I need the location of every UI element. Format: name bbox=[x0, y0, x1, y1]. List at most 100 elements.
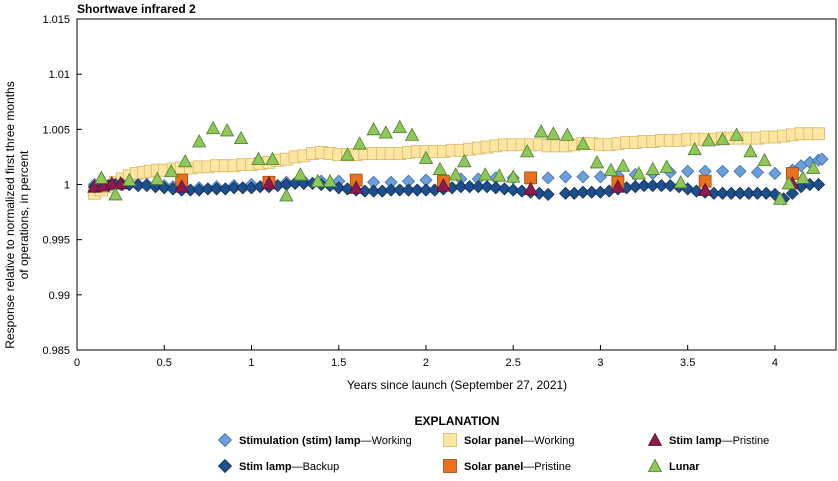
data-point bbox=[701, 133, 716, 147]
legend-marker bbox=[443, 459, 457, 473]
legend-label-rest: —Working bbox=[361, 435, 412, 447]
data-point bbox=[646, 179, 660, 193]
legend-marker bbox=[647, 458, 663, 472]
data-point bbox=[729, 127, 744, 141]
data-point bbox=[560, 127, 575, 141]
data-point bbox=[471, 180, 485, 194]
x-tick-label: 0.5 bbox=[157, 357, 172, 369]
legend-label-rest: —Pristine bbox=[722, 435, 770, 447]
y-axis-label-line-1: Response relative to normalized first th… bbox=[3, 81, 17, 348]
data-point bbox=[410, 183, 424, 197]
legend-label: Stim lamp—Backup bbox=[239, 461, 339, 473]
data-point bbox=[419, 183, 433, 197]
axes: 0 0.5 1 1.5 2 2.5 3 3.5 4 0.985 0.99 0.995 1 1.005 1.0… bbox=[42, 14, 778, 369]
data-point bbox=[236, 181, 250, 195]
data-point bbox=[615, 158, 631, 172]
legend-marker bbox=[217, 432, 233, 448]
data-point bbox=[785, 186, 799, 200]
data-point bbox=[654, 179, 669, 193]
data-point bbox=[759, 186, 773, 200]
legend-marker bbox=[443, 433, 457, 447]
data-point bbox=[750, 186, 765, 200]
data-point bbox=[378, 125, 394, 139]
data-point bbox=[448, 167, 463, 181]
data-point bbox=[178, 153, 193, 168]
data-point bbox=[781, 176, 797, 190]
data-point bbox=[401, 183, 416, 197]
legend-label: Solar panel—Pristine bbox=[464, 461, 571, 473]
data-point bbox=[576, 170, 590, 184]
data-point bbox=[322, 173, 338, 188]
legend-label-rest: —Working bbox=[523, 435, 574, 447]
y-tick-label: 1.005 bbox=[42, 124, 70, 136]
data-point bbox=[404, 127, 420, 141]
data-point bbox=[506, 183, 520, 197]
y-tick-label: 1.01 bbox=[49, 69, 70, 81]
data-point bbox=[663, 179, 677, 193]
legend-item: Stim lamp—Backup bbox=[217, 458, 339, 474]
data-point bbox=[366, 121, 381, 136]
data-point bbox=[384, 183, 398, 197]
data-point bbox=[432, 161, 448, 175]
data-point bbox=[210, 182, 224, 196]
data-point bbox=[454, 180, 468, 194]
legend-label-bold: Lunar bbox=[669, 461, 700, 473]
data-point bbox=[265, 151, 280, 166]
chart-title: Shortwave infrared 2 bbox=[77, 2, 196, 16]
data-point bbox=[603, 162, 619, 177]
x-tick-label: 1 bbox=[248, 357, 254, 369]
x-tick-label: 0 bbox=[74, 357, 80, 369]
legend-label: Stimulation (stim) lamp—Working bbox=[239, 435, 412, 447]
legend-label: Stim lamp—Pristine bbox=[669, 435, 769, 447]
data-point bbox=[506, 169, 521, 183]
data-point bbox=[743, 144, 758, 158]
data-point bbox=[393, 183, 407, 197]
data-point bbox=[637, 179, 651, 193]
y-axis-label-line-2: of operations, in percent bbox=[17, 150, 31, 279]
x-axis-label: Years since launch (September 27, 2021) bbox=[347, 378, 567, 392]
legend-label: Solar panel—Working bbox=[464, 435, 574, 447]
y-tick-label: 1 bbox=[64, 180, 70, 192]
legend-label-bold: Solar panel bbox=[464, 461, 523, 473]
data-point bbox=[104, 176, 120, 190]
data-point bbox=[772, 191, 788, 205]
data-point bbox=[707, 186, 721, 200]
data-point bbox=[492, 168, 507, 182]
legend-label-bold: Stim lamp bbox=[669, 435, 722, 447]
data-point bbox=[576, 185, 590, 199]
data-point bbox=[457, 153, 472, 168]
data-point bbox=[310, 173, 325, 188]
data-point bbox=[340, 147, 355, 161]
x-tick-label: 4 bbox=[772, 357, 778, 369]
legend-title: EXPLANATION bbox=[414, 414, 499, 428]
data-point bbox=[716, 186, 730, 200]
data-point bbox=[233, 130, 249, 145]
data-point bbox=[201, 182, 215, 196]
data-point bbox=[279, 188, 294, 202]
legend-label-bold: Stimulation (stim) lamp bbox=[239, 435, 361, 447]
data-point bbox=[489, 181, 503, 195]
legend-label: Lunar bbox=[669, 461, 700, 473]
legend-item: Stim lamp—Pristine bbox=[647, 432, 769, 447]
data-point bbox=[673, 174, 688, 189]
legend-marker bbox=[647, 432, 663, 446]
x-tick-label: 2 bbox=[423, 357, 429, 369]
data-point bbox=[589, 155, 605, 169]
data-point bbox=[724, 186, 738, 200]
legend-item: Lunar bbox=[647, 458, 700, 473]
data-point bbox=[659, 159, 674, 173]
data-point bbox=[392, 119, 407, 134]
data-point bbox=[645, 161, 660, 175]
data-point bbox=[806, 160, 821, 174]
data-point bbox=[558, 170, 573, 184]
data-point bbox=[174, 179, 189, 193]
data-point bbox=[795, 170, 811, 184]
data-point bbox=[585, 185, 599, 199]
data-point bbox=[352, 136, 367, 150]
legend-item: Solar panel—Working bbox=[443, 433, 574, 447]
data-point bbox=[164, 163, 179, 178]
data-point bbox=[358, 184, 372, 198]
data-point bbox=[593, 170, 608, 184]
x-tick-label: 2.5 bbox=[506, 357, 521, 369]
data-point bbox=[293, 167, 308, 181]
